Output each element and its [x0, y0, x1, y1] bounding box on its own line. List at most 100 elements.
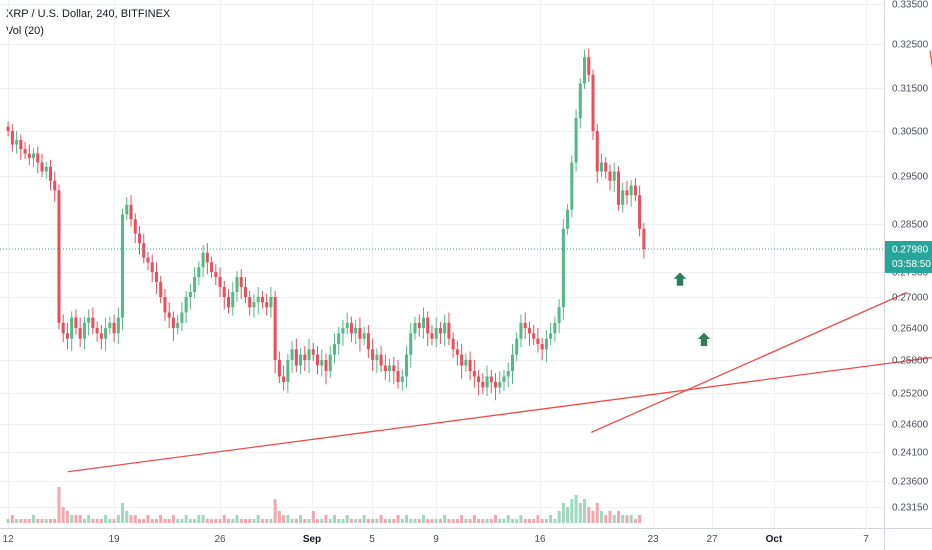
volume-bar-28 — [125, 511, 129, 523]
candle-body-145 — [621, 190, 625, 205]
volume-bar-19 — [87, 515, 91, 523]
candle-body-56 — [243, 287, 247, 297]
volume-bar-86 — [371, 519, 375, 523]
candle-body-48 — [210, 262, 214, 272]
candle-body-23 — [104, 328, 108, 339]
volume-bar-120 — [515, 519, 519, 523]
volume-bar-129 — [553, 519, 557, 523]
candle-body-72 — [311, 349, 315, 355]
candle-body-73 — [316, 354, 320, 366]
volume-bar-72 — [311, 511, 315, 523]
candle-body-39 — [171, 317, 175, 328]
volume-bar-73 — [316, 519, 320, 523]
candle-body-118 — [506, 371, 510, 377]
candle-body-61 — [265, 302, 269, 308]
volume-bar-119 — [510, 519, 515, 523]
candle-body-96 — [413, 322, 417, 334]
time-tick-label: 27 — [706, 534, 718, 545]
candle-body-13 — [61, 322, 65, 334]
candle-body-146 — [625, 190, 629, 196]
volume-bar-32 — [142, 519, 146, 523]
volume-bar-57 — [248, 519, 252, 523]
volume-bar-21 — [95, 519, 99, 523]
price-tick-label: 0.25800 — [892, 356, 929, 367]
volume-bar-84 — [362, 515, 366, 523]
candle-body-149 — [638, 195, 642, 229]
volume-bar-142 — [608, 511, 612, 523]
volume-bar-113 — [485, 519, 489, 523]
price-countdown: 03:58:50 — [892, 259, 931, 270]
volume-bar-58 — [252, 519, 256, 523]
candle-body-6 — [32, 153, 36, 158]
candle-body-83 — [358, 328, 362, 339]
last-price-value: 0.27980 — [892, 244, 929, 255]
volume-bar-1 — [10, 515, 14, 523]
candle-body-109 — [468, 360, 472, 371]
volume-bar-66 — [286, 515, 290, 523]
candle-body-31 — [137, 233, 142, 244]
candle-body-68 — [294, 349, 298, 366]
volume-bar-135 — [578, 503, 582, 523]
volume-bar-89 — [383, 519, 387, 523]
volume-bar-64 — [277, 511, 281, 523]
volume-bar-82 — [354, 519, 358, 523]
volume-bar-127 — [544, 519, 548, 523]
volume-bar-44 — [193, 519, 197, 523]
volume-bar-51 — [222, 515, 226, 523]
price-tick-label: 0.33500 — [892, 0, 929, 11]
candle-body-40 — [176, 322, 180, 328]
volume-bar-79 — [341, 519, 345, 523]
candle-body-130 — [557, 307, 561, 323]
candle-body-57 — [248, 297, 252, 308]
candle-body-137 — [587, 57, 591, 75]
candle-body-12 — [57, 190, 61, 323]
volume-bar-24 — [108, 519, 112, 523]
volume-bar-0 — [6, 519, 10, 523]
volume-bar-102 — [438, 519, 442, 523]
volume-bar-109 — [468, 519, 472, 523]
volume-bar-54 — [235, 515, 239, 523]
time-axis[interactable]: 12 19 26 Sep 5 9 16 23 27 Oct 7 — [2, 534, 869, 545]
time-tick-label: Sep — [303, 534, 321, 545]
candle-body-42 — [184, 297, 188, 313]
volume-bar-20 — [91, 519, 95, 523]
candle-body-120 — [515, 338, 519, 355]
candle-body-1 — [10, 131, 14, 145]
volume-bar-99 — [426, 519, 430, 523]
candle-body-66 — [286, 360, 290, 382]
candle-body-147 — [629, 185, 633, 196]
candle-body-126 — [540, 344, 544, 350]
volume-bar-146 — [625, 515, 629, 523]
volume-bar-87 — [375, 519, 379, 523]
volume-bar-38 — [167, 519, 171, 523]
volume-bar-83 — [358, 519, 362, 523]
candle-body-107 — [460, 354, 464, 366]
candle-body-103 — [443, 322, 447, 334]
price-axis[interactable]: 0.33500 0.32500 0.31500 0.30500 0.29500 0.285… — [885, 0, 932, 514]
candle-body-124 — [532, 333, 536, 339]
candle-body-18 — [82, 322, 86, 339]
trendline-0 — [67, 356, 932, 473]
volume-bar-106 — [455, 519, 459, 523]
volume-bar-77 — [332, 515, 336, 523]
volume-bar-2 — [15, 519, 19, 523]
price-tick-label: 0.23150 — [892, 503, 929, 514]
candle-body-26 — [116, 317, 120, 334]
volume-bar-27 — [121, 503, 125, 523]
candle-body-65 — [282, 376, 286, 382]
candle-body-9 — [44, 167, 48, 172]
candle-body-136 — [583, 57, 587, 84]
volume-bar-136 — [583, 499, 587, 523]
volume-bar-88 — [379, 515, 383, 523]
candle-body-55 — [239, 277, 243, 287]
candle-body-125 — [536, 338, 540, 344]
volume-bar-23 — [104, 515, 108, 523]
candle-body-44 — [193, 277, 197, 292]
volume-bar-9 — [44, 519, 48, 523]
price-tick-label: 0.31500 — [892, 84, 929, 95]
volume-bar-3 — [19, 519, 23, 523]
candle-body-119 — [510, 354, 515, 371]
candle-body-148 — [633, 185, 637, 196]
volume-bar-60 — [260, 519, 264, 523]
